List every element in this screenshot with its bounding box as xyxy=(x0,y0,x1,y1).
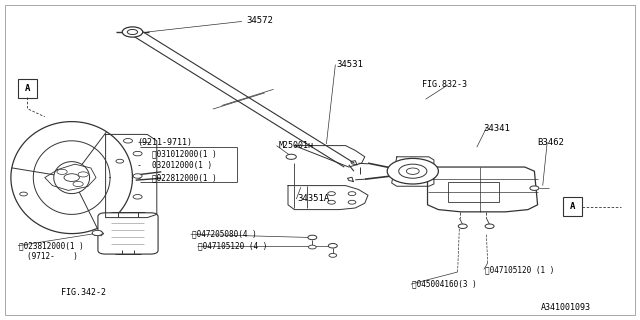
Circle shape xyxy=(485,224,494,228)
Circle shape xyxy=(133,174,142,178)
Text: Ⓢ047105120 (4 ): Ⓢ047105120 (4 ) xyxy=(198,241,268,250)
Circle shape xyxy=(406,168,419,174)
Circle shape xyxy=(127,29,138,35)
Circle shape xyxy=(78,172,88,177)
Circle shape xyxy=(73,181,83,187)
Circle shape xyxy=(116,159,124,163)
FancyBboxPatch shape xyxy=(98,213,158,254)
Bar xyxy=(563,197,582,216)
Circle shape xyxy=(64,174,79,181)
Circle shape xyxy=(92,230,102,236)
Circle shape xyxy=(399,164,427,178)
Text: 34572: 34572 xyxy=(246,16,273,25)
Circle shape xyxy=(329,253,337,257)
Text: Ⓝ023812000(1 ): Ⓝ023812000(1 ) xyxy=(19,241,84,250)
Text: A: A xyxy=(570,202,575,211)
Circle shape xyxy=(20,192,28,196)
Text: Ⓢ047105120 (1 ): Ⓢ047105120 (1 ) xyxy=(485,265,554,274)
Text: 34341: 34341 xyxy=(483,124,510,132)
Text: M25001ʜ: M25001ʜ xyxy=(278,141,314,150)
Text: B3462: B3462 xyxy=(538,138,564,147)
Bar xyxy=(448,182,499,202)
Circle shape xyxy=(133,151,142,156)
Circle shape xyxy=(348,200,356,204)
Circle shape xyxy=(458,224,467,228)
Text: Ⓝ022812000(1 ): Ⓝ022812000(1 ) xyxy=(152,173,217,182)
Text: A: A xyxy=(25,84,30,93)
Circle shape xyxy=(328,192,335,196)
Text: Ⓢ045004160(3 ): Ⓢ045004160(3 ) xyxy=(412,280,477,289)
Circle shape xyxy=(57,169,67,174)
Text: Ⓦ031012000(1 ): Ⓦ031012000(1 ) xyxy=(152,149,217,158)
Circle shape xyxy=(348,192,356,196)
Text: 032012000(1 ): 032012000(1 ) xyxy=(152,161,212,170)
Circle shape xyxy=(308,245,316,249)
Circle shape xyxy=(122,27,143,37)
Text: FIG.832-3: FIG.832-3 xyxy=(422,80,467,89)
Text: FIG.342-2: FIG.342-2 xyxy=(61,288,106,297)
Circle shape xyxy=(133,195,142,199)
Circle shape xyxy=(328,200,335,204)
Circle shape xyxy=(387,158,438,184)
Text: 34351A: 34351A xyxy=(298,194,330,203)
Text: 34531: 34531 xyxy=(336,60,363,68)
Circle shape xyxy=(308,235,317,240)
Text: Ⓢ047205080(4 ): Ⓢ047205080(4 ) xyxy=(192,230,257,239)
Circle shape xyxy=(328,244,337,248)
Text: A341001093: A341001093 xyxy=(541,303,591,312)
Circle shape xyxy=(286,154,296,159)
Circle shape xyxy=(124,139,132,143)
Circle shape xyxy=(530,186,539,190)
Text: (9211-9711): (9211-9711) xyxy=(138,138,193,147)
Text: (9712-    ): (9712- ) xyxy=(27,252,77,260)
Bar xyxy=(18,79,37,98)
